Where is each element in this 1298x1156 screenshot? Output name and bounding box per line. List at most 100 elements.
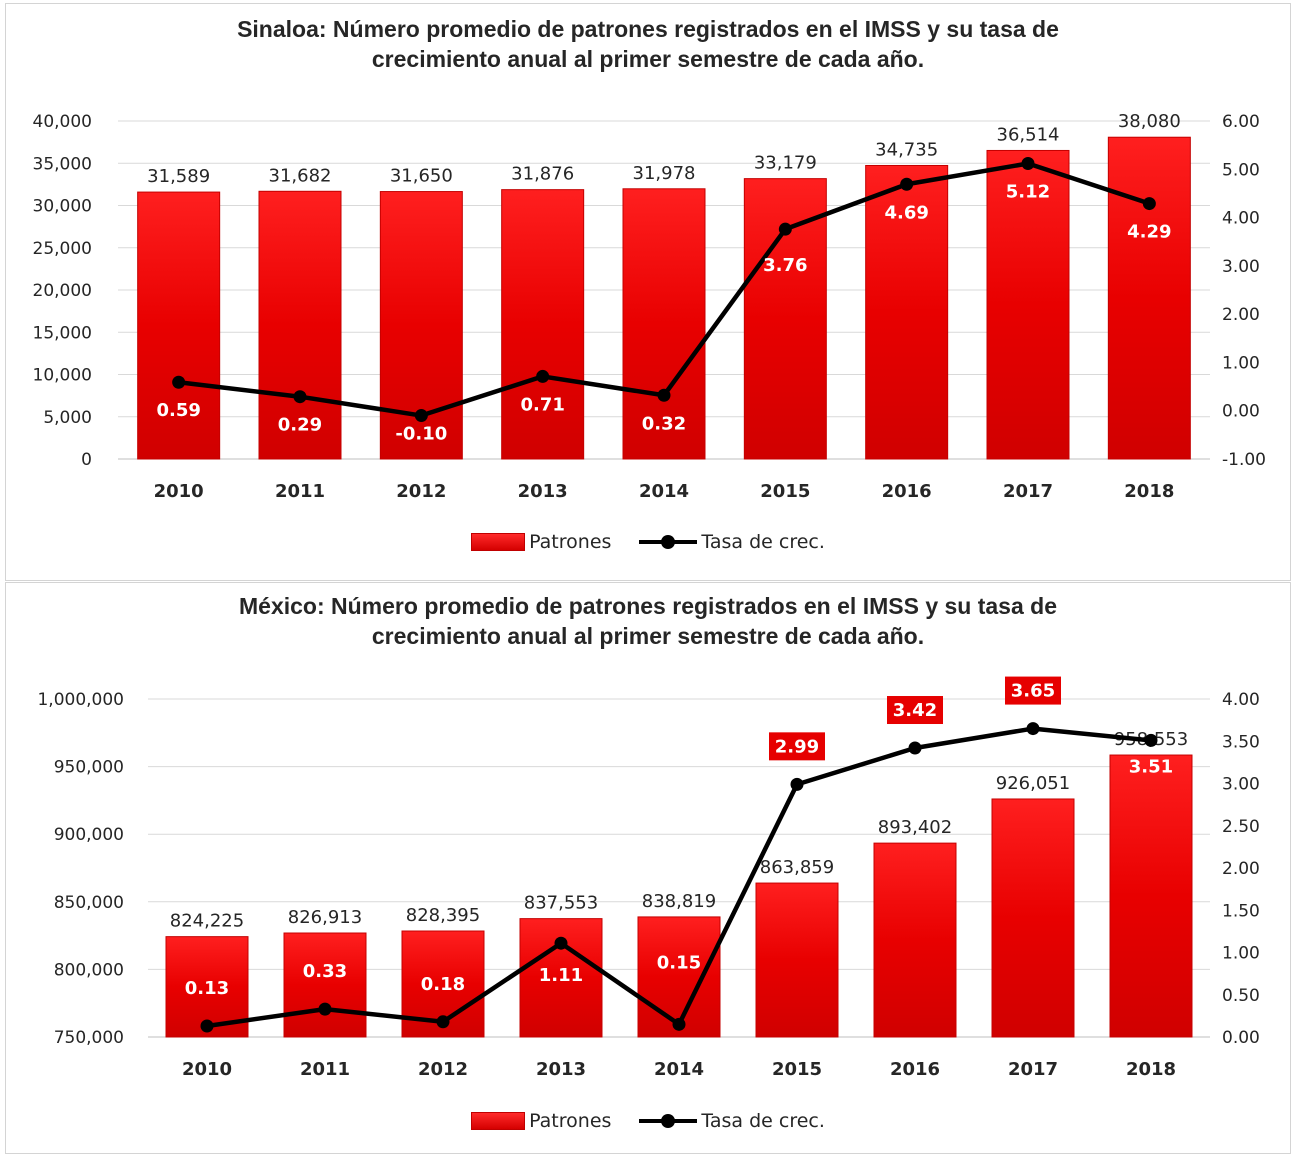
- line-point-tasa: [908, 741, 922, 755]
- y-left-tick-label: 15,000: [33, 323, 92, 343]
- bar-patrones: [873, 842, 957, 1038]
- bar-value-label: 31,876: [511, 164, 574, 185]
- line-point-tasa: [1142, 197, 1156, 211]
- line-point-tasa: [790, 777, 804, 791]
- y-right-tick-label: 3.00: [1222, 257, 1260, 277]
- line-point-tasa: [200, 1019, 214, 1033]
- legend-item-tasa: Tasa de crec.: [639, 1110, 825, 1132]
- legend-label-tasa: Tasa de crec.: [701, 1110, 825, 1132]
- y-right-tick-label: -1.00: [1222, 450, 1266, 470]
- y-left-tick-label: 950,000: [54, 758, 124, 778]
- x-tick-label: 2016: [882, 481, 932, 502]
- line-point-tasa: [414, 409, 428, 423]
- y-right-tick-label: 1.00: [1222, 353, 1260, 373]
- y-right-tick-label: 6.00: [1222, 112, 1260, 132]
- y-left-tick-label: 0: [81, 450, 92, 470]
- bar-patrones: [986, 149, 1070, 460]
- y-right-tick-label: 3.50: [1222, 732, 1260, 752]
- bar-patrones: [865, 164, 949, 460]
- legend-label-patrones: Patrones: [529, 1110, 612, 1132]
- bar-value-label: 893,402: [878, 817, 952, 838]
- bar-value-label: 31,650: [390, 166, 453, 187]
- chart-legend: Patrones Tasa de crec.: [6, 531, 1290, 553]
- chart-title-line-1: Sinaloa: Número promedio de patrones reg…: [237, 16, 1059, 42]
- line-point-tasa: [318, 1002, 332, 1016]
- bar-value-label: 31,589: [147, 166, 210, 187]
- x-tick-label: 2013: [536, 1059, 586, 1080]
- x-tick-label: 2016: [890, 1059, 940, 1080]
- line-value-label: 3.65: [1011, 681, 1055, 702]
- line-value-label: 2.99: [775, 736, 819, 757]
- x-tick-label: 2011: [300, 1059, 350, 1080]
- line-value-label: 4.29: [1127, 222, 1171, 243]
- y-right-tick-label: 1.50: [1222, 901, 1260, 921]
- bar-patrones: [991, 798, 1075, 1038]
- y-left-tick-label: 30,000: [33, 197, 92, 217]
- line-point-tasa: [900, 177, 914, 191]
- bar-patrones: [283, 932, 367, 1038]
- x-tick-label: 2010: [182, 1059, 232, 1080]
- line-value-label: 0.15: [657, 952, 701, 973]
- x-tick-label: 2018: [1126, 1059, 1176, 1080]
- y-left-tick-label: 5,000: [43, 408, 92, 428]
- bar-patrones: [1107, 136, 1191, 460]
- bar-patrones: [501, 189, 585, 460]
- y-left-tick-label: 800,000: [54, 960, 124, 980]
- chart-title-line-2: crecimiento anual al primer semestre de …: [371, 623, 925, 649]
- bar-value-label: 31,682: [269, 165, 332, 186]
- line-value-label: 0.18: [421, 974, 465, 995]
- x-tick-label: 2018: [1124, 481, 1174, 502]
- line-point-tasa: [436, 1015, 450, 1029]
- bar-patrones: [137, 191, 221, 460]
- line-value-label: -0.10: [395, 424, 447, 445]
- x-tick-label: 2012: [418, 1059, 468, 1080]
- y-left-tick-label: 10,000: [33, 366, 92, 386]
- legend-label-patrones: Patrones: [529, 531, 612, 553]
- y-right-tick-label: 0.50: [1222, 986, 1260, 1006]
- bar-value-label: 31,978: [633, 163, 696, 184]
- chart-title: México: Número promedio de patrones regi…: [6, 591, 1290, 651]
- x-tick-label: 2017: [1008, 1059, 1058, 1080]
- chart-panel-sinaloa: Sinaloa: Número promedio de patrones reg…: [5, 3, 1291, 581]
- legend-item-patrones: Patrones: [471, 531, 611, 553]
- line-value-label: 0.29: [278, 415, 322, 436]
- bar-value-label: 838,819: [642, 891, 716, 912]
- y-right-tick-label: 4.00: [1222, 209, 1260, 229]
- bar-value-label: 33,179: [754, 153, 817, 174]
- legend-item-tasa: Tasa de crec.: [639, 531, 825, 553]
- bar-value-label: 926,051: [996, 773, 1070, 794]
- line-label-box: [769, 732, 825, 761]
- line-point-tasa: [1021, 156, 1035, 170]
- chart-title: Sinaloa: Número promedio de patrones reg…: [6, 14, 1290, 74]
- line-value-label: 5.12: [1006, 181, 1050, 202]
- y-left-tick-label: 40,000: [33, 112, 92, 132]
- chart-legend: Patrones Tasa de crec.: [6, 1110, 1290, 1132]
- bar-patrones: [755, 882, 839, 1038]
- x-tick-label: 2010: [154, 481, 204, 502]
- y-right-tick-label: 5.00: [1222, 160, 1260, 180]
- bar-value-label: 837,553: [524, 893, 598, 914]
- line-point-tasa: [293, 390, 307, 404]
- bar-patrones: [622, 188, 706, 460]
- y-left-tick-label: 900,000: [54, 825, 124, 845]
- x-tick-label: 2011: [275, 481, 325, 502]
- y-right-tick-label: 0.00: [1222, 1028, 1260, 1048]
- bar-value-label: 828,395: [406, 905, 480, 926]
- chart-title-line-2: crecimiento anual al primer semestre de …: [371, 46, 925, 72]
- line-point-tasa: [1144, 733, 1158, 747]
- y-right-tick-label: 4.00: [1222, 690, 1260, 710]
- y-left-tick-label: 750,000: [54, 1028, 124, 1048]
- y-left-tick-label: 1,000,000: [37, 690, 124, 710]
- line-point-tasa: [172, 375, 186, 389]
- line-value-label: 3.51: [1129, 756, 1173, 777]
- chart-panel-mexico: México: Número promedio de patrones regi…: [5, 582, 1291, 1154]
- y-right-tick-label: 0.00: [1222, 402, 1260, 422]
- line-value-label: 0.59: [156, 400, 200, 421]
- x-tick-label: 2015: [772, 1059, 822, 1080]
- y-left-tick-label: 850,000: [54, 893, 124, 913]
- bar-value-label: 826,913: [288, 907, 362, 928]
- bar-patrones: [637, 916, 721, 1038]
- y-right-tick-label: 1.00: [1222, 944, 1260, 964]
- x-tick-label: 2014: [654, 1059, 704, 1080]
- x-tick-label: 2017: [1003, 481, 1053, 502]
